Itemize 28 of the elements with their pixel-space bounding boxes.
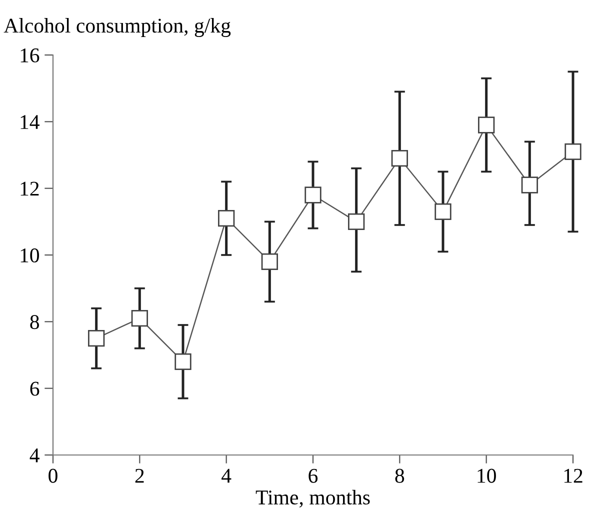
y-tick-label: 16	[20, 48, 40, 62]
x-tick-label: 4	[222, 468, 232, 483]
y-tick-label: 4	[30, 448, 40, 462]
x-tick-label: 6	[308, 468, 318, 483]
y-tick-label: 12	[20, 182, 39, 196]
x-tick-label: 10	[478, 468, 496, 483]
x-tick-label: 0	[48, 468, 58, 483]
y-tick-label: 10	[20, 248, 40, 262]
point	[131, 310, 148, 327]
x-axis-title: Time, months	[256, 490, 370, 508]
point	[348, 213, 365, 230]
point	[218, 210, 235, 227]
x-tick-label: 12	[564, 468, 582, 483]
point	[261, 253, 278, 270]
x-tick-label: 8	[395, 468, 404, 483]
x-tick-label: 2	[135, 468, 144, 483]
point	[478, 116, 495, 134]
point	[521, 176, 538, 194]
point	[174, 353, 192, 370]
point	[434, 203, 452, 220]
point	[88, 330, 105, 347]
y-axis-title: Alcohol consumption, g/kg	[4, 18, 231, 37]
y-tick-label: 8	[30, 315, 40, 330]
point	[391, 150, 408, 167]
y-tick-label: 6	[30, 382, 40, 396]
point	[304, 186, 322, 204]
point	[564, 143, 582, 160]
y-tick-label: 14	[20, 115, 40, 129]
